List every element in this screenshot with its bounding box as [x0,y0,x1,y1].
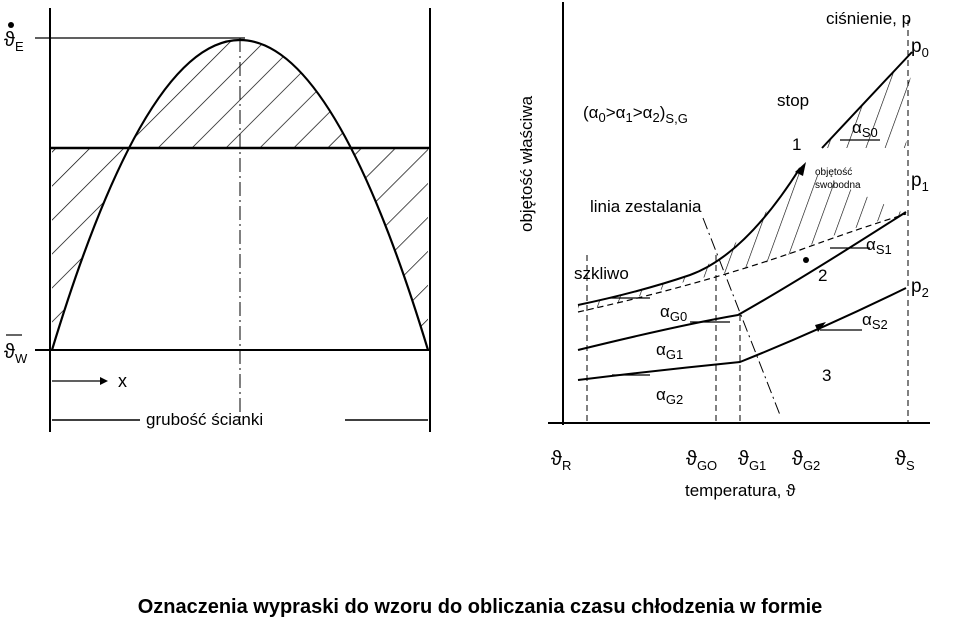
pressure-p1: p1 [911,170,929,194]
p0-line [821,51,913,149]
pvt-diagram: objętość właściwa ciśnienie, p (α0>α1>α2… [517,2,930,500]
tick-theta-r: ϑR [551,448,571,473]
wall-thickness-label: grubość ścianki [146,410,263,429]
alpha-g2-label: αG2 [656,385,683,407]
p2-arrow-head [815,322,826,332]
pressure-p2: p2 [911,276,929,300]
curve-number-3: 3 [822,366,831,385]
tick-theta-s: ϑS [895,448,915,473]
p2-curve [577,287,907,381]
alpha-s2-label: αS2 [862,310,888,332]
alpha-g1-label: αG1 [656,340,683,362]
figure-caption: Oznaczenia wypraski do wzoru do obliczan… [137,596,823,618]
solidification-line [702,217,781,416]
tick-theta-go: ϑGO [686,448,717,473]
pressure-p0: p0 [911,36,929,60]
theta-e-dot [8,22,14,28]
alpha-s1-label: αS1 [866,235,892,257]
y-axis-label: objętość właściwa [517,95,536,232]
alpha-s0-label: αS0 [852,118,878,140]
alpha-g0-label: αG0 [660,302,687,324]
glass-label: szkliwo [574,264,629,283]
curve-number-1: 1 [792,135,801,154]
free-volume-label-line1: objętość [815,167,852,178]
free-volume-label-line2: swobodna [815,180,861,191]
curve-number-2: 2 [818,266,827,285]
x-arrow-head [100,377,108,385]
x-label: x [118,371,127,391]
solidification-line-label: linia zestalania [590,197,702,216]
theta-e-label: ϑE [4,29,24,54]
hatch-free-volume [690,168,906,280]
pressure-label: ciśnienie, p [826,9,911,28]
hatch-below-mean [52,148,428,350]
p1-curve-upper [577,167,801,306]
p1-arrow-head [795,162,806,176]
p1-glass-extension [577,213,907,313]
theta-w-label: ϑW [4,341,28,366]
x-axis-label: temperatura, ϑ [685,481,796,500]
curve-2-dot [803,257,809,263]
tick-theta-g1: ϑG1 [738,448,766,473]
melt-label: stop [777,91,809,110]
tick-theta-g2: ϑG2 [792,448,820,473]
temperature-profile-diagram: ϑE ϑW x grubość ścianki [4,8,431,432]
alpha-relation: (α0>α1>α2)S,G [583,103,688,126]
